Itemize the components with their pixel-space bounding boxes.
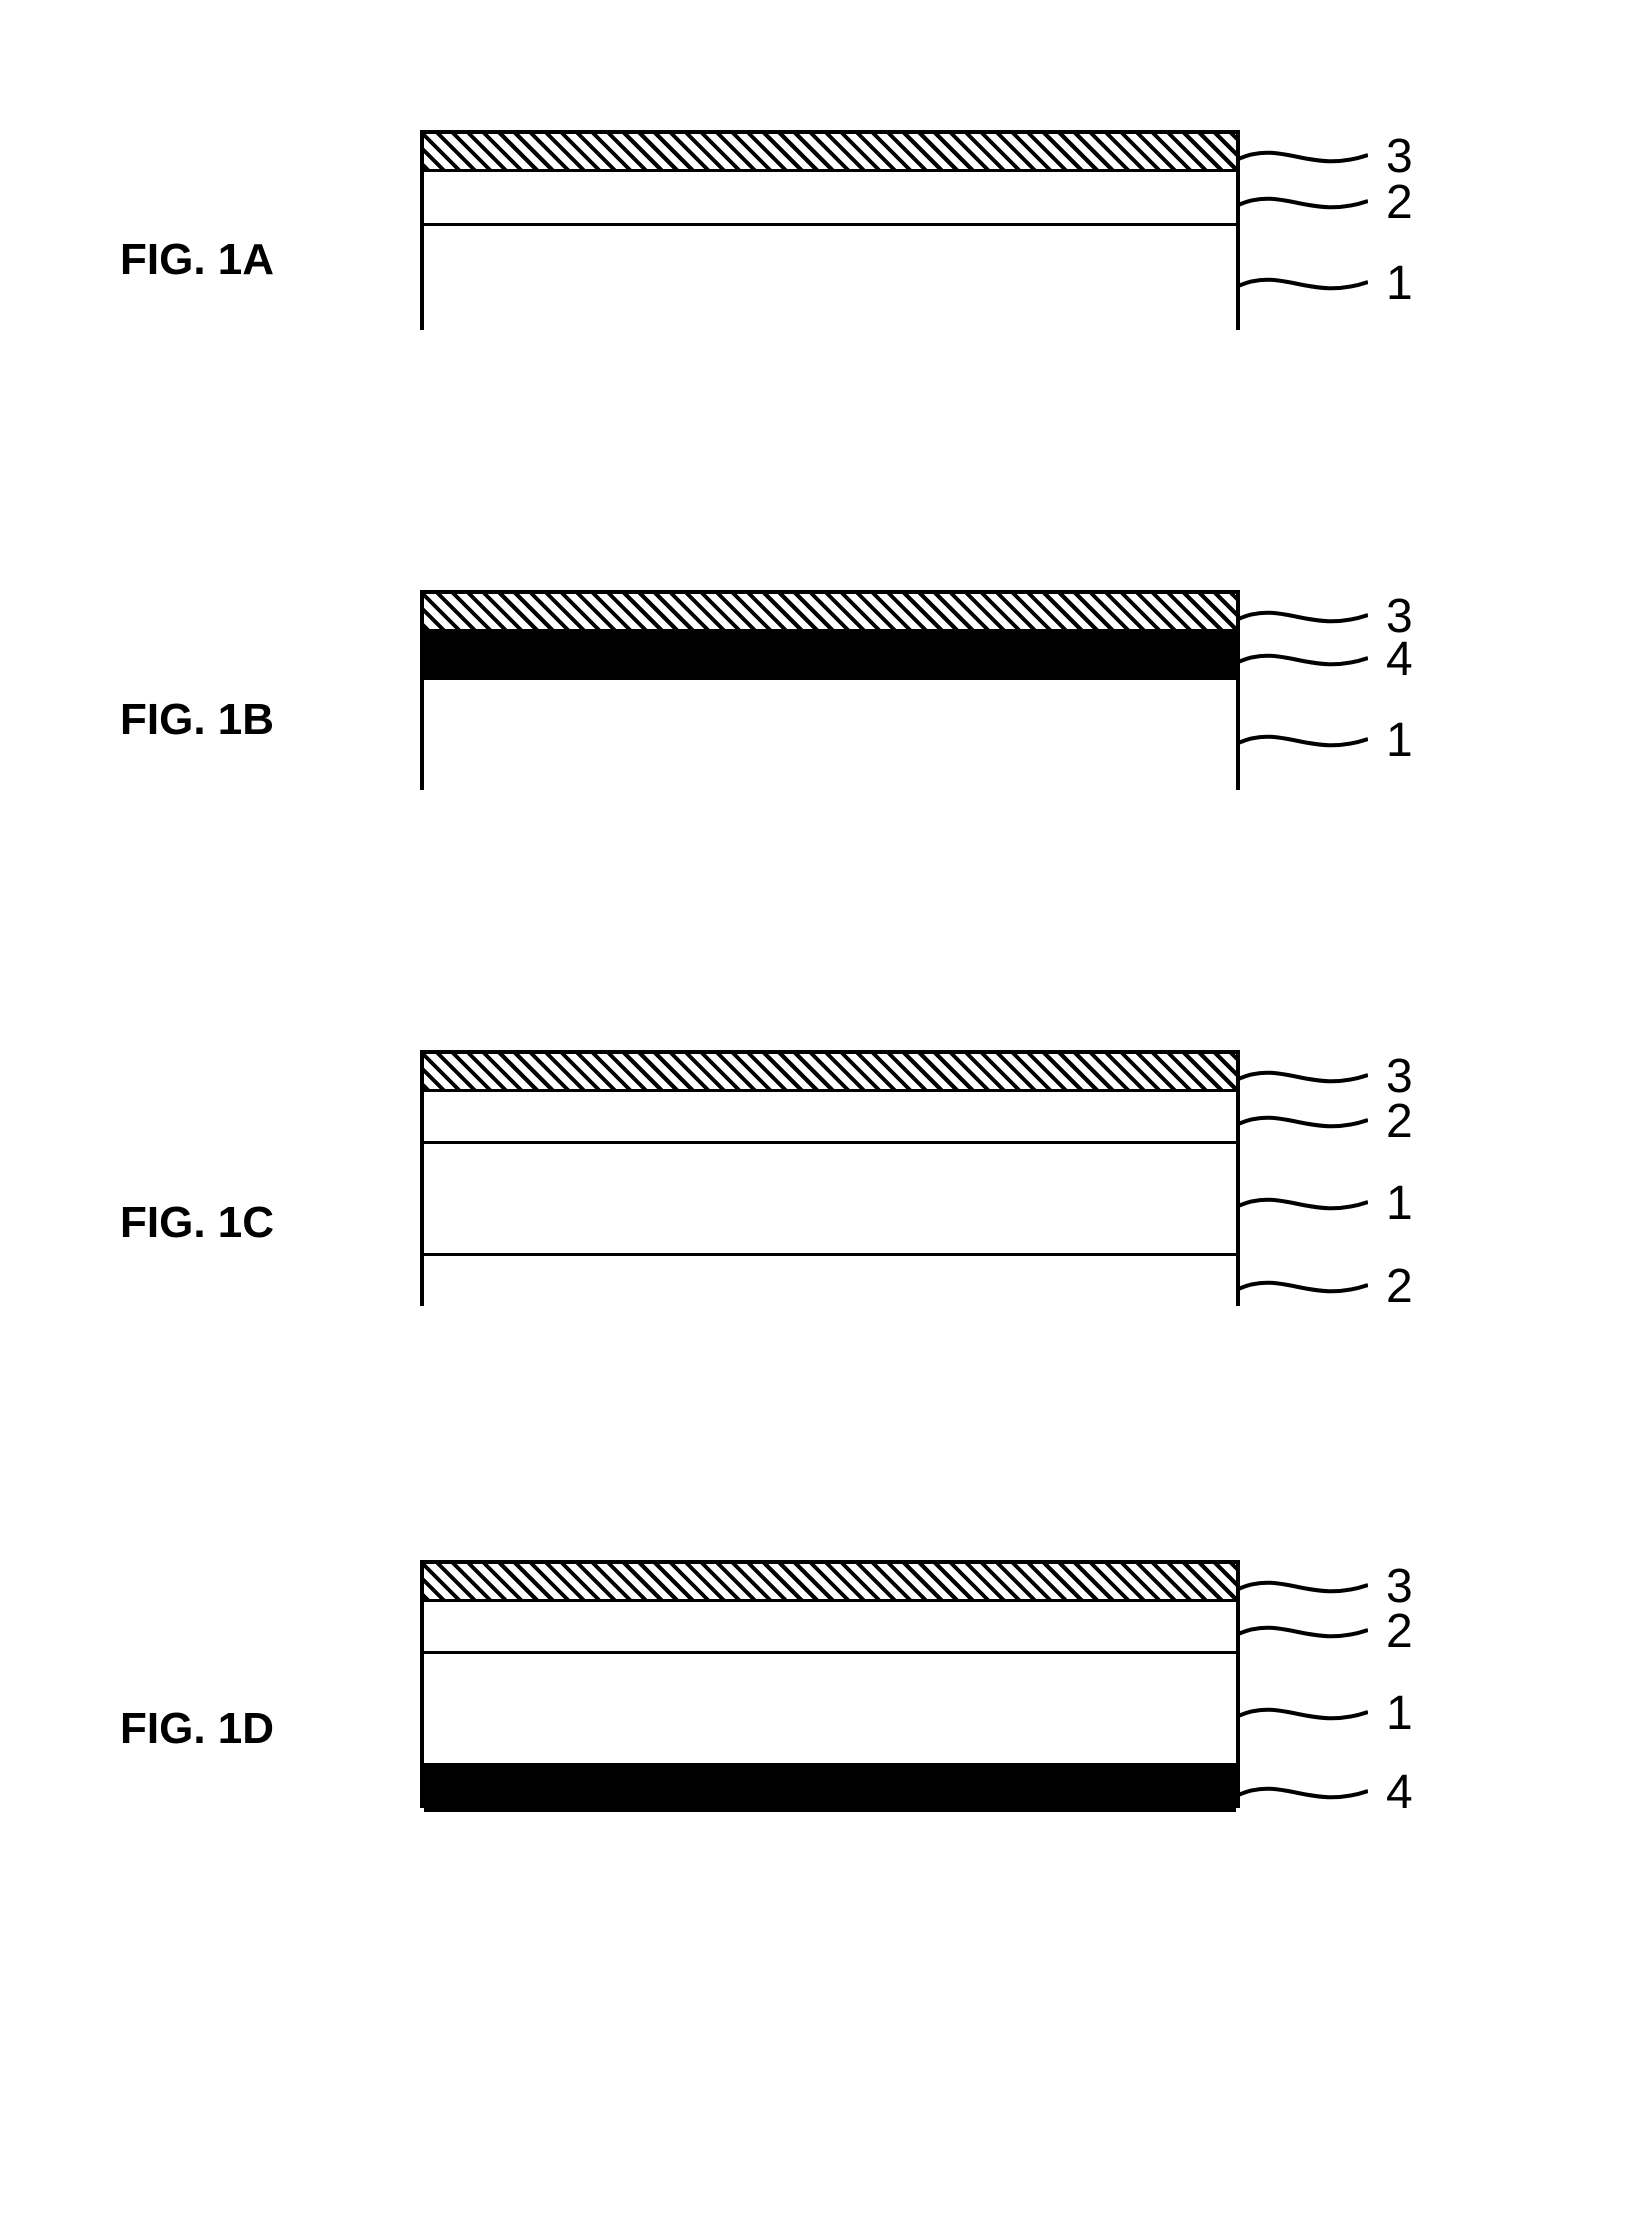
callout-2: 2 (1238, 1094, 1413, 1149)
layer-1-blank (424, 680, 1236, 794)
callout-2: 2 (1238, 175, 1413, 230)
callout-number: 4 (1386, 632, 1413, 687)
figure-label-D: FIG. 1D (0, 1704, 420, 1754)
page: FIG. 1A 3 2 1 FIG. 1B 3 4 1 FIG. 1C 3 2 1 … (0, 0, 1645, 2234)
layer-1-blank (424, 1654, 1236, 1766)
layer-2-blank-top (424, 1092, 1236, 1144)
figure-C: FIG. 1C 3 2 1 2 (0, 1050, 1645, 1306)
layer-stack-D (420, 1560, 1240, 1808)
layer-2-blank (424, 172, 1236, 226)
figure-label-A: FIG. 1A (0, 235, 420, 285)
callout-number: 1 (1386, 1686, 1413, 1741)
layer-3-hatch (424, 1054, 1236, 1092)
callout-number: 1 (1386, 713, 1413, 768)
callout-2: 2 (1238, 1259, 1413, 1314)
callout-number: 4 (1386, 1765, 1413, 1820)
diagram-A: 3 2 1 (420, 130, 1240, 330)
layer-3-hatch (424, 134, 1236, 172)
figure-label-B: FIG. 1B (0, 695, 420, 745)
callout-1: 1 (1238, 713, 1413, 768)
callout-2: 2 (1238, 1604, 1413, 1659)
layer-4-black (424, 632, 1236, 680)
callout-1: 1 (1238, 1686, 1413, 1741)
layer-stack-C (420, 1050, 1240, 1306)
callout-number: 2 (1386, 175, 1413, 230)
layer-3-hatch (424, 594, 1236, 632)
callout-1: 1 (1238, 256, 1413, 311)
callout-number: 1 (1386, 1176, 1413, 1231)
figure-D: FIG. 1D 3 2 1 4 (0, 1560, 1645, 1808)
callout-number: 1 (1386, 256, 1413, 311)
callout-number: 2 (1386, 1094, 1413, 1149)
diagram-B: 3 4 1 (420, 590, 1240, 790)
layer-4-black (424, 1766, 1236, 1812)
callout-1: 1 (1238, 1176, 1413, 1231)
layer-stack-A (420, 130, 1240, 330)
layer-3-hatch (424, 1564, 1236, 1602)
layer-stack-B (420, 590, 1240, 790)
figure-A: FIG. 1A 3 2 1 (0, 130, 1645, 330)
callout-number: 2 (1386, 1604, 1413, 1659)
callout-4: 4 (1238, 632, 1413, 687)
diagram-D: 3 2 1 4 (420, 1560, 1240, 1808)
callout-number: 2 (1386, 1259, 1413, 1314)
layer-2-blank-bot (424, 1256, 1236, 1310)
layer-1-blank (424, 226, 1236, 334)
figure-label-C: FIG. 1C (0, 1198, 420, 1248)
diagram-C: 3 2 1 2 (420, 1050, 1240, 1306)
figure-B: FIG. 1B 3 4 1 (0, 590, 1645, 790)
callout-4: 4 (1238, 1765, 1413, 1820)
layer-1-blank (424, 1144, 1236, 1256)
layer-2-blank (424, 1602, 1236, 1654)
